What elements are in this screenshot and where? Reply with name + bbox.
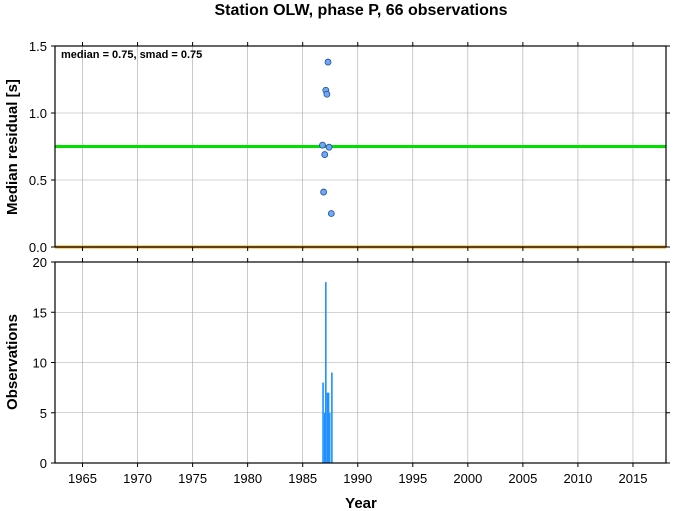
observation-bar — [327, 392, 330, 463]
data-point — [327, 210, 335, 217]
observation-bar — [328, 412, 331, 463]
y-tick-label: 1.0 — [29, 106, 47, 121]
x-tick-label: 2010 — [563, 471, 592, 486]
data-point — [321, 151, 329, 158]
data-point — [323, 90, 331, 98]
y-tick-label: 0.5 — [29, 173, 47, 188]
observations-panel: 0 5 10 15 20 1965 1970 1975 1980 1985 1990 1995 200… — [4, 255, 670, 511]
x-axis-label: Year — [345, 495, 377, 511]
x-tick-label: 1980 — [233, 471, 262, 486]
x-tick-label: 2015 — [619, 471, 648, 486]
residual-y-label: Median residual [s] — [4, 79, 21, 215]
x-axis-ticks: 1965 1970 1975 1980 1985 1990 1995 2000 2005 2010… — [68, 471, 647, 486]
y-tick-label: 20 — [33, 255, 47, 270]
observation-bar — [323, 412, 326, 463]
residual-reference-lines — [55, 145, 666, 249]
data-point — [324, 58, 332, 66]
x-tick-label: 1975 — [178, 471, 207, 486]
observation-bar — [331, 372, 333, 463]
y-tick-label: 15 — [33, 305, 47, 320]
data-point — [319, 141, 326, 149]
data-point — [320, 188, 328, 196]
observations-grid — [55, 261, 666, 464]
y-tick-label: 10 — [33, 356, 47, 371]
y-tick-label: 5 — [40, 406, 47, 421]
residual-panel: 0.00.51.01.5 median = 0.75, smad = 0.75 … — [4, 39, 670, 255]
observations-bars — [322, 282, 333, 463]
residual-annotation: median = 0.75, smad = 0.75 — [61, 49, 202, 61]
y-tick-label: 1.5 — [29, 39, 47, 54]
observations-y-ticks: 0 5 10 15 20 — [33, 255, 670, 471]
residual-frame — [54, 45, 667, 248]
x-tick-label: 1970 — [123, 471, 152, 486]
y-tick-label: 0 — [40, 456, 47, 471]
observation-bar — [325, 282, 327, 463]
x-tick-label: 1995 — [398, 471, 427, 486]
y-tick-label: 0.0 — [29, 240, 47, 255]
observation-bar — [322, 382, 324, 463]
x-tick-label: 2005 — [508, 471, 537, 486]
chart-title: Station OLW, phase P, 66 observations — [214, 2, 507, 19]
data-point — [325, 143, 333, 151]
observation-bar — [326, 392, 329, 463]
x-tick-label: 2000 — [453, 471, 482, 486]
x-tick-label: 1990 — [343, 471, 372, 486]
residual-points — [319, 58, 335, 217]
x-tick-label: 1965 — [68, 471, 97, 486]
x-tick-label: 1985 — [288, 471, 317, 486]
observations-y-label: Observations — [4, 314, 21, 410]
residual-y-ticks: 0.0 0.5 1.0 1.5 — [29, 39, 670, 255]
